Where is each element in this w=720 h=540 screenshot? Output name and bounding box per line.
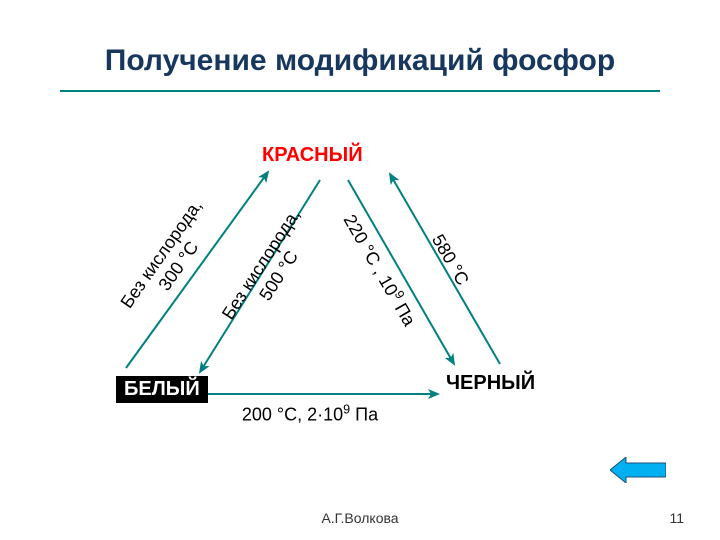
edge-red_to_black	[348, 180, 454, 364]
nav-back-arrow[interactable]	[610, 457, 666, 488]
node-black: ЧЕРНЫЙ	[446, 372, 535, 395]
slide: Получение модификаций фосфор КРАСНЫЙ БЕЛ…	[0, 0, 720, 540]
title-rule	[60, 90, 660, 92]
edge-label-white_to_red: Без кислорода,300 °С	[116, 196, 223, 324]
slide-title: Получение модификаций фосфор	[0, 44, 720, 78]
footer-page: 11	[669, 510, 684, 526]
edge-label-red_to_black: 220 °С , 109 Па	[339, 210, 422, 330]
edge-label-black_to_red: 580 °С	[427, 231, 473, 289]
footer-author: А.Г.Волкова	[0, 510, 720, 526]
edge-label-red_to_white: Без кислорода,500 °С	[218, 205, 322, 334]
node-red: КРАСНЫЙ	[262, 144, 363, 167]
node-white: БЕЛЫЙ	[116, 376, 208, 403]
edge-label-white_to_black: 200 °С, 2·109 Па	[242, 403, 378, 426]
